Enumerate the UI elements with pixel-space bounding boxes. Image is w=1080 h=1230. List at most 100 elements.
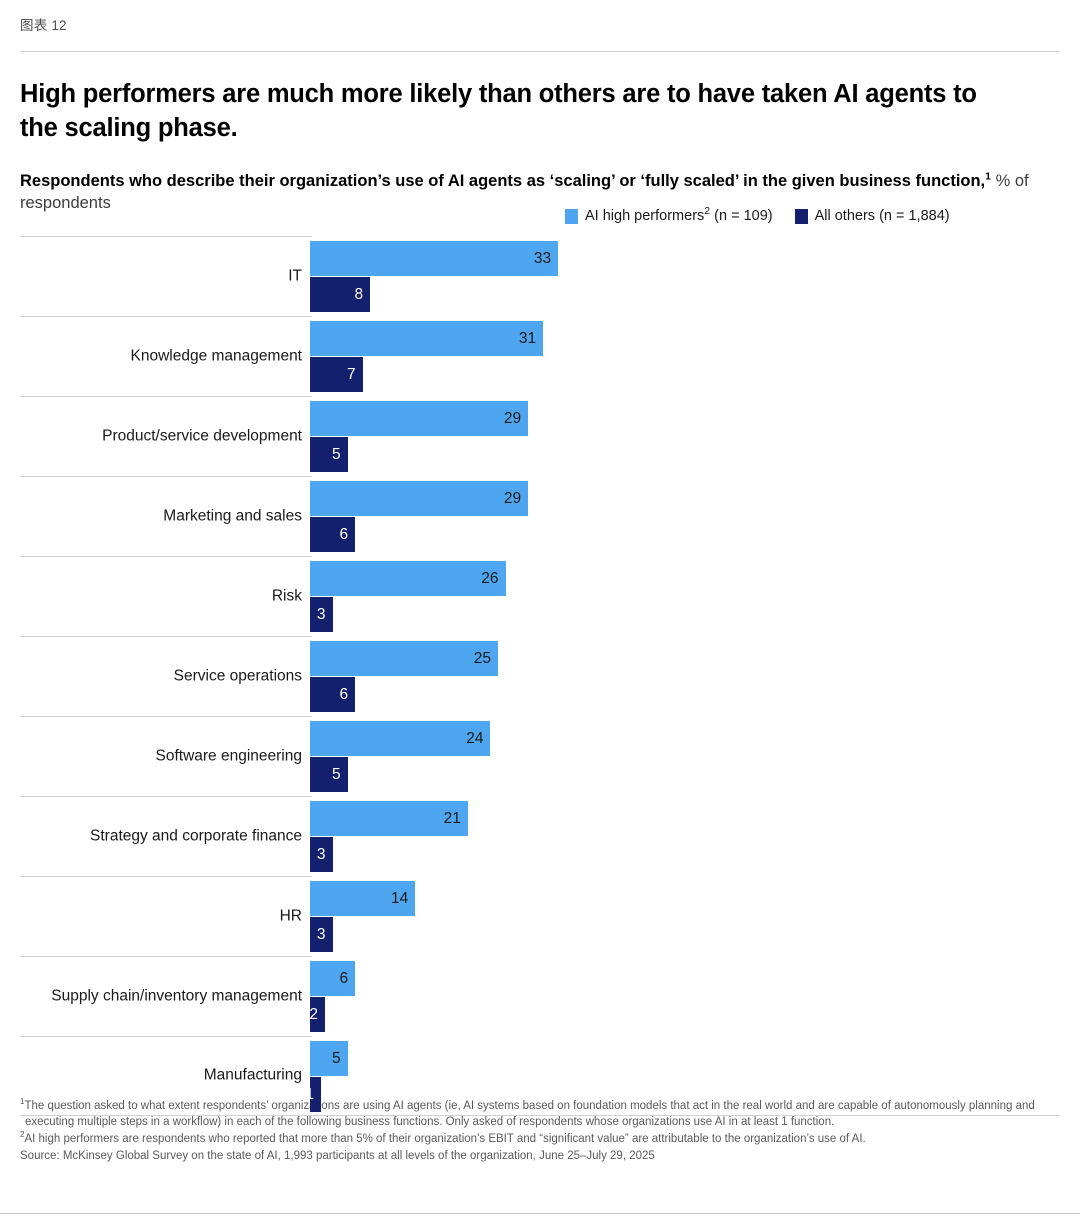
bar-value-label: 24 — [466, 729, 484, 747]
bar-group: Marketing and sales 29 6 — [20, 476, 1060, 556]
category-label: Marketing and sales — [163, 507, 302, 525]
bar-value-label: 3 — [316, 605, 326, 623]
bar-high-performers: 26 — [310, 561, 506, 596]
footnote-1: 1The question asked to what extent respo… — [20, 1098, 1040, 1131]
bar-value-label: 31 — [518, 329, 537, 347]
bar-group: Service operations 25 6 — [20, 636, 1060, 716]
footnote-1-text: The question asked to what extent respon… — [24, 1100, 1035, 1129]
bar-value-label: 8 — [354, 285, 364, 303]
category-label: Supply chain/inventory management — [51, 987, 302, 1005]
bar-value-label: 5 — [331, 445, 341, 463]
legend-swatch-high-performers-icon — [565, 208, 578, 224]
header-divider — [20, 51, 1060, 52]
footnotes-block: 1The question asked to what extent respo… — [20, 1098, 1040, 1164]
bar-all-others: 6 — [310, 677, 356, 712]
chart-legend: AI high performers2 (n = 109) All others… — [565, 205, 950, 224]
bar-all-others: 7 — [310, 357, 363, 392]
bar-group: Product/service development 29 5 — [20, 396, 1060, 476]
chart-subtitle: Respondents who describe their organizat… — [20, 171, 1030, 215]
bar-value-label: 26 — [481, 569, 499, 587]
bar-all-others: 3 — [310, 597, 333, 632]
bar-value-label: 5 — [331, 765, 341, 783]
footnote-1-marker: 1 — [20, 1097, 25, 1107]
bar-all-others: 3 — [310, 837, 333, 872]
bar-high-performers: 29 — [310, 481, 529, 516]
bar-all-others: 8 — [310, 277, 371, 312]
category-label: Manufacturing — [203, 1066, 302, 1084]
page-title: High performers are much more likely tha… — [20, 80, 977, 142]
bar-value-label: 3 — [316, 925, 326, 943]
bar-all-others: 5 — [310, 437, 348, 472]
category-label: Knowledge management — [130, 347, 302, 365]
footnote-2-marker: 2 — [20, 1129, 25, 1139]
exhibit-number: 图表 12 — [20, 18, 67, 33]
source-line: Source: McKinsey Global Survey on the st… — [20, 1149, 655, 1162]
category-label: Risk — [271, 587, 302, 605]
bar-value-label: 6 — [339, 685, 349, 703]
bar-group: HR 14 3 — [20, 876, 1060, 956]
bar-pair: 25 6 — [310, 640, 1060, 714]
bar-high-performers: 6 — [310, 961, 356, 996]
bar-group: Supply chain/inventory management 6 2 — [20, 956, 1060, 1036]
legend-label-all-others: All others (n = 1,884) — [814, 208, 950, 224]
footnote-2: 2AI high performers are respondents who … — [20, 1129, 1040, 1147]
bar-high-performers: 33 — [310, 241, 559, 276]
bar-value-label: 25 — [473, 649, 491, 667]
bar-pair: 26 3 — [310, 560, 1060, 634]
legend-item-high-performers: AI high performers2 (n = 109) — [565, 205, 773, 224]
bar-value-label: 29 — [503, 409, 522, 427]
legend-item-all-others: All others (n = 1,884) — [794, 208, 950, 224]
bar-high-performers: 31 — [310, 321, 544, 356]
bar-group: Strategy and corporate finance 21 3 — [20, 796, 1060, 876]
bar-high-performers: 29 — [310, 401, 529, 436]
category-label: IT — [288, 267, 302, 285]
bar-value-label: 6 — [339, 525, 349, 543]
category-label: Product/service development — [102, 427, 302, 445]
bar-all-others: 2 — [310, 997, 326, 1032]
bar-value-label: 5 — [331, 1049, 341, 1067]
footer-divider — [0, 1213, 1080, 1214]
bar-value-label: 33 — [533, 249, 552, 267]
bar-all-others: 5 — [310, 757, 348, 792]
bar-group: Risk 26 3 — [20, 556, 1060, 636]
bar-value-label: 2 — [310, 1005, 319, 1023]
legend-label-high-performers: AI high performers2 (n = 109) — [585, 205, 773, 224]
category-label: Strategy and corporate finance — [90, 827, 302, 845]
legend-swatch-all-others-icon — [794, 208, 808, 224]
bar-group: Software engineering 24 5 — [20, 716, 1060, 796]
subtitle-footnote-marker: 1 — [985, 170, 991, 183]
bar-value-label: 3 — [316, 845, 326, 863]
bar-pair: 24 5 — [310, 720, 1060, 794]
bar-pair: 29 6 — [310, 480, 1060, 554]
bar-high-performers: 25 — [310, 641, 498, 676]
bar-pair: 51 — [310, 1040, 1060, 1114]
category-label: Service operations — [173, 667, 302, 685]
bar-all-others: 6 — [310, 517, 356, 552]
subtitle-light-text: % of respondents — [20, 172, 1029, 213]
bar-pair: 29 5 — [310, 400, 1060, 474]
category-label: HR — [279, 907, 302, 925]
subtitle-strong-text: Respondents who describe their organizat… — [20, 172, 986, 191]
bar-group: IT 33 8 — [20, 236, 1060, 316]
bar-all-others: 1 — [310, 1077, 321, 1112]
bar-all-others: 3 — [310, 917, 333, 952]
bar-pair: 31 7 — [310, 320, 1060, 394]
bar-value-label: 6 — [339, 969, 349, 987]
bar-high-performers: 24 — [310, 721, 491, 756]
bar-value-label: 7 — [347, 365, 356, 383]
bar-high-performers: 14 — [310, 881, 416, 916]
bar-group: Knowledge management 31 7 — [20, 316, 1060, 396]
bar-pair: 14 3 — [310, 880, 1060, 954]
bar-value-label: 21 — [443, 809, 461, 827]
bar-high-performers: 21 — [310, 801, 468, 836]
bar-value-label: 1 — [310, 1086, 321, 1104]
bar-high-performers: 5 — [310, 1041, 348, 1076]
bar-value-label: 14 — [391, 889, 409, 907]
footnote-2-text: AI high performers are respondents who r… — [24, 1132, 866, 1145]
bar-pair: 33 8 — [310, 240, 1060, 314]
bar-chart: IT 33 8 Knowledge management 31 7 Product/serv… — [20, 236, 1060, 1116]
category-label: Software engineering — [155, 747, 303, 765]
bar-pair: 21 3 — [310, 800, 1060, 874]
